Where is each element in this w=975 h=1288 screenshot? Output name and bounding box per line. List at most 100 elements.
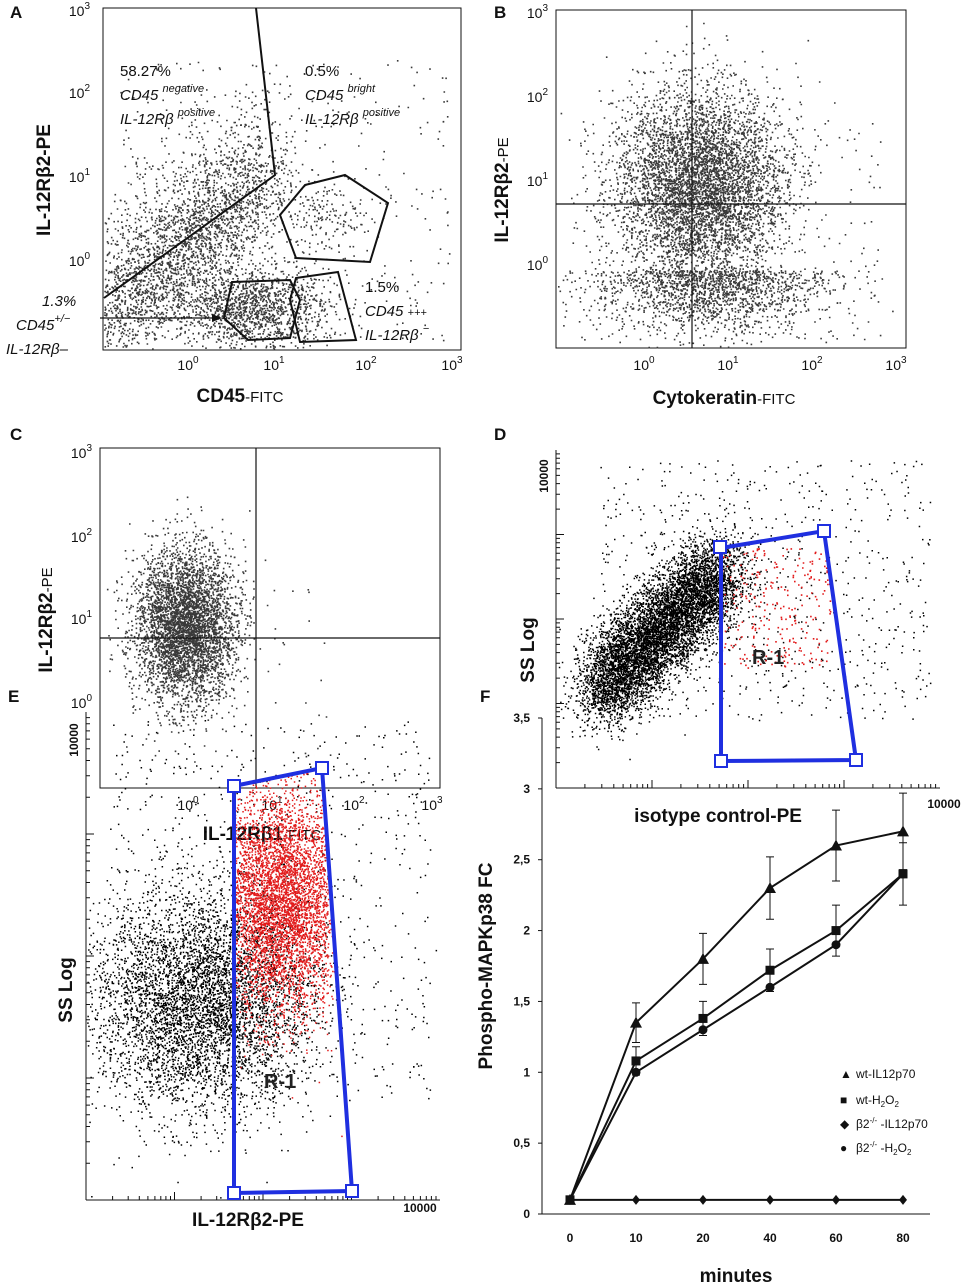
- a-gate-negative: [103, 7, 277, 299]
- f-series-line-0: [569, 830, 904, 1201]
- e-x-max-tick: 10000: [403, 1201, 437, 1215]
- f-ytick-label: 3,5: [513, 711, 530, 725]
- a-ytick-1: 101: [69, 167, 91, 185]
- f-ytick-label: 1: [523, 1065, 530, 1079]
- c-xtick-3: 103: [421, 795, 443, 813]
- e-gate-handle-bl[interactable]: [227, 1186, 241, 1200]
- f-ytick-label: 1,5: [513, 994, 530, 1008]
- f-ytick-label: 2: [523, 924, 530, 938]
- panel-c-label: C: [10, 425, 22, 444]
- b-ytick-0: 100: [527, 255, 549, 273]
- f-series-line-3: [569, 873, 904, 1201]
- a-gate2-line2: CD45 bright: [305, 83, 376, 104]
- panel-c-scatter: [106, 496, 332, 763]
- a-gate2-pct: 0.5%: [305, 63, 339, 80]
- f-series-line-1: [569, 873, 904, 1201]
- f-point-diamond: [832, 1194, 840, 1205]
- panel-c: C 103 102 101 100 100 101 102 103 IL-12R…: [10, 425, 443, 845]
- f-xtick-label: 10: [629, 1231, 643, 1245]
- f-ticks: 0 0,5 1 1,5 2 2,5 3 3,5 0 10 20 40 60 80: [513, 711, 910, 1245]
- panel-e-label: E: [8, 687, 19, 706]
- e-dot-gated-red: [234, 772, 343, 1138]
- f-xtick-label: 60: [829, 1231, 843, 1245]
- e-gate-handle-tr[interactable]: [315, 761, 329, 775]
- a-xtick-2: 102: [355, 355, 377, 373]
- f-point-circle: [631, 1067, 641, 1077]
- b-dot-cloud-core: [558, 22, 882, 346]
- a-gate4-line2: CD45+/−: [16, 313, 71, 334]
- a-ytick-2: 102: [69, 83, 91, 101]
- a-y-axis-title: IL-12Rβ2-PE: [34, 124, 55, 236]
- f-x-axis-title: minutes: [700, 1266, 773, 1287]
- f-legend-marker-3: ●: [840, 1141, 847, 1155]
- f-point-triangle: [697, 952, 709, 964]
- b-xtick-3: 103: [885, 355, 907, 373]
- d-gate-handle-tr[interactable]: [817, 524, 831, 538]
- panel-a-label: A: [10, 3, 22, 22]
- b-ytick-3: 103: [527, 3, 549, 21]
- panel-d: D R-1 10000 10000 isotype control-PE SS …: [494, 425, 961, 827]
- f-significance-mark: *: [632, 1054, 639, 1074]
- panel-d-scatter: [558, 460, 932, 761]
- a-gate1-line3: IL-12Rβ positive: [120, 107, 215, 128]
- f-point-circle: [698, 1025, 708, 1035]
- a-x-axis-title: CD45-FITC: [197, 386, 284, 407]
- c-ytick-2: 102: [71, 527, 93, 545]
- d-dot-cloud-main: [558, 509, 768, 761]
- panel-d-label: D: [494, 425, 506, 444]
- e-gate-handle-br[interactable]: [345, 1184, 359, 1198]
- panel-b-scatter: [558, 22, 894, 349]
- panel-b-frame: [555, 9, 907, 349]
- a-gate3-pct: 1.5%: [365, 279, 399, 296]
- d-gate-label: R-1: [752, 647, 784, 669]
- f-point-triangle: [630, 1016, 642, 1028]
- e-gate-handle-tl[interactable]: [227, 779, 241, 793]
- panel-f: F 00,511,522,533,50 10 20 40 60 80 * minutes …: [476, 687, 930, 1287]
- a-dot-cloud-lower: [117, 246, 373, 350]
- f-point-triangle: [897, 825, 909, 837]
- a-xtick-0: 100: [177, 355, 199, 373]
- panel-e: E R-1 10000 10000 IL-12Rβ2-PE SS Log: [8, 687, 440, 1231]
- e-y-max-tick: 10000: [67, 723, 81, 757]
- a-gate4-pct: 1.3%: [42, 293, 76, 310]
- d-y-max-tick: 10000: [537, 459, 551, 493]
- b-xtick-1: 101: [717, 355, 739, 373]
- f-legend: ▲ wt-IL12p70 ■ wt-H2O2 ◆ β2-/- -IL12p70 …: [840, 1067, 928, 1157]
- d-gate-handle-br[interactable]: [849, 753, 863, 767]
- f-legend-text-3: β2-/- -H2O2: [856, 1140, 912, 1157]
- panel-a-scatter: [104, 60, 451, 350]
- e-gate-label: R-1: [264, 1071, 296, 1093]
- c-ytick-0: 100: [71, 693, 93, 711]
- f-point-square: [765, 965, 775, 975]
- f-ytick-label: 2,5: [513, 853, 530, 867]
- f-legend-marker-2: ◆: [840, 1117, 850, 1131]
- e-y-axis-title: SS Log: [56, 957, 77, 1022]
- f-point-circle: [565, 1195, 575, 1205]
- f-point-diamond: [632, 1194, 640, 1205]
- d-gate-handle-bl[interactable]: [714, 754, 728, 768]
- panel-a-frame: [102, 7, 462, 351]
- d-y-axis-title: SS Log: [518, 617, 539, 682]
- b-x-axis-title: Cytokeratin-FITC: [653, 388, 796, 409]
- a-gate2-line3: IL-12Rβ positive: [305, 107, 400, 128]
- b-dot-cloud-tail: [559, 270, 894, 349]
- f-xtick-label: 40: [763, 1231, 777, 1245]
- a-ytick-3: 103: [69, 1, 91, 19]
- a-dot-sparse: [120, 60, 451, 342]
- d-x-max-tick: 10000: [927, 797, 961, 811]
- c-ytick-1: 101: [71, 609, 93, 627]
- a-gate1-pct: 58.27%: [120, 63, 171, 80]
- f-ytick-label: 3: [523, 782, 530, 796]
- f-point-square: [698, 1013, 708, 1023]
- f-point-diamond: [899, 1194, 907, 1205]
- f-point-circle: [898, 869, 908, 879]
- f-series: [564, 792, 909, 1205]
- b-xtick-2: 102: [801, 355, 823, 373]
- f-xtick-label: 0: [567, 1231, 574, 1245]
- b-xtick-0: 100: [633, 355, 655, 373]
- f-ytick-label: 0,5: [513, 1136, 530, 1150]
- panel-b-label: B: [494, 3, 506, 22]
- d-gate-handle-tl[interactable]: [713, 540, 727, 554]
- f-point-triangle: [764, 882, 776, 894]
- f-legend-marker-1: ■: [840, 1093, 847, 1107]
